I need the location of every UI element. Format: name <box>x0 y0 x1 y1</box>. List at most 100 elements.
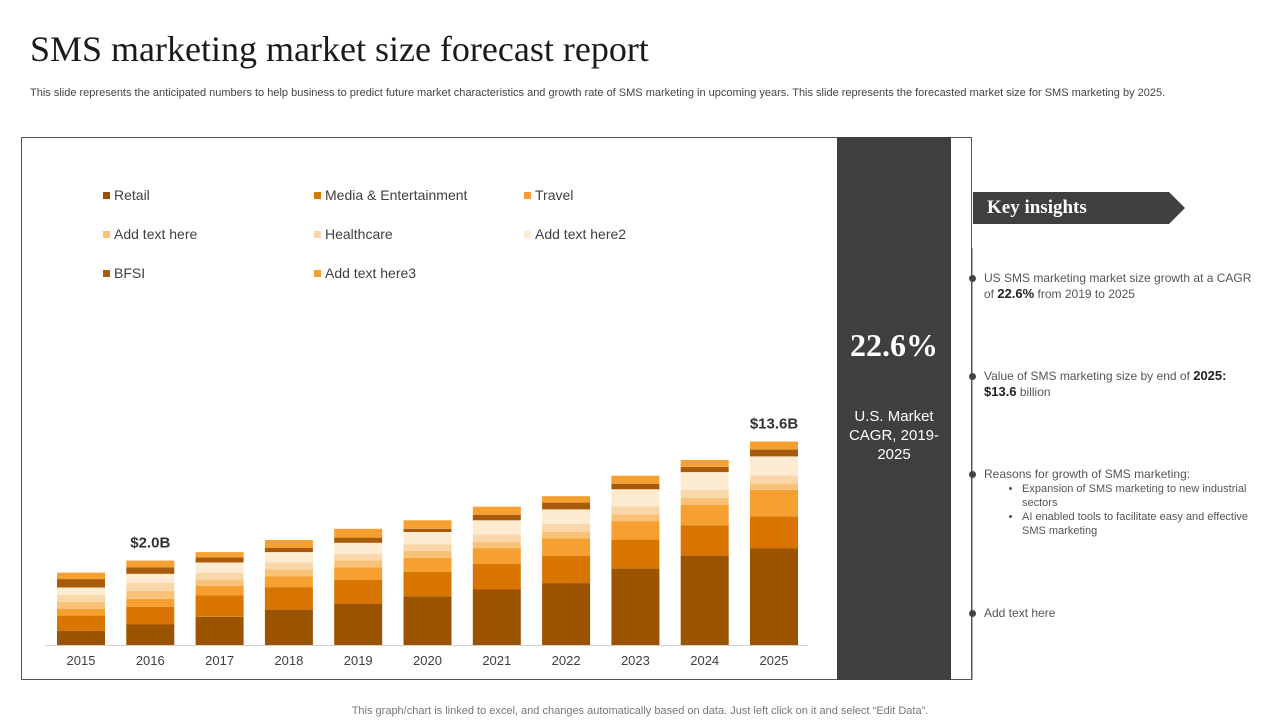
bar-segment-retail[interactable] <box>195 616 244 645</box>
bar-segment-healthcare[interactable] <box>472 534 521 542</box>
bar-segment-travel[interactable] <box>57 608 105 616</box>
bar-segment-bfsi[interactable] <box>334 537 383 543</box>
bar-segment-add-text-here2[interactable] <box>472 520 521 535</box>
bar-segment-bfsi[interactable] <box>680 466 729 473</box>
bar-segment-add-text-here[interactable] <box>126 590 175 599</box>
bar-segment-healthcare[interactable] <box>195 572 244 580</box>
bar-segment-add-text-here3[interactable] <box>126 560 175 568</box>
bar-segment-healthcare[interactable] <box>611 506 660 515</box>
bar-segment-add-text-here[interactable] <box>264 569 313 577</box>
bar-segment-add-text-here3[interactable] <box>195 552 244 558</box>
bar-segment-add-text-here[interactable] <box>750 483 798 490</box>
bar-segment-travel[interactable] <box>750 489 798 517</box>
legend-item[interactable]: Travel <box>524 187 573 203</box>
bar-segment-retail[interactable] <box>264 609 313 645</box>
bar-segment-add-text-here3[interactable] <box>542 496 591 503</box>
bar-segment-add-text-here[interactable] <box>680 497 729 505</box>
bar-segment-retail[interactable] <box>611 568 660 645</box>
bar-segment-add-text-here3[interactable] <box>611 475 660 484</box>
bar-segment-add-text-here3[interactable] <box>680 460 729 467</box>
bar-segment-add-text-here[interactable] <box>611 514 660 522</box>
bar-segment-add-text-here[interactable] <box>195 579 244 586</box>
key-insights-title: Key insights <box>987 197 1087 218</box>
bar-segment-add-text-here2[interactable] <box>750 456 798 476</box>
bar-segment-retail[interactable] <box>542 583 591 645</box>
legend-item[interactable]: BFSI <box>103 265 145 281</box>
bar-segment-add-text-here2[interactable] <box>680 472 729 490</box>
bar-segment-travel[interactable] <box>126 598 175 607</box>
bar-segment-add-text-here2[interactable] <box>542 509 591 525</box>
bar-segment-retail[interactable] <box>472 589 521 646</box>
bar-segment-add-text-here[interactable] <box>542 532 591 539</box>
bar-segment-bfsi[interactable] <box>126 567 175 574</box>
bar-segment-retail[interactable] <box>750 548 798 646</box>
bar-segment-travel[interactable] <box>542 538 591 556</box>
bar-segment-healthcare[interactable] <box>403 544 452 551</box>
bar-segment-add-text-here[interactable] <box>403 550 452 558</box>
bar-segment-add-text-here3[interactable] <box>264 540 313 548</box>
bar-segment-bfsi[interactable] <box>57 579 105 588</box>
bar-segment-healthcare[interactable] <box>126 582 175 591</box>
bar-segment-bfsi[interactable] <box>750 449 798 457</box>
chart-frame[interactable]: Retail Media & Entertainment Travel Add tex… <box>21 137 972 680</box>
legend-item[interactable]: Healthcare <box>314 226 393 242</box>
bar-segment-media-entertainment[interactable] <box>542 555 591 583</box>
bar-segment-add-text-here2[interactable] <box>57 587 105 595</box>
bar-segment-add-text-here3[interactable] <box>57 572 105 579</box>
bar-segment-media-entertainment[interactable] <box>264 587 313 610</box>
bar-segment-add-text-here2[interactable] <box>403 532 452 545</box>
bar-segment-add-text-here3[interactable] <box>403 520 452 529</box>
bar-segment-travel[interactable] <box>403 557 452 572</box>
bar-segment-healthcare[interactable] <box>57 594 105 602</box>
bar-segment-bfsi[interactable] <box>542 502 591 510</box>
bar-segment-media-entertainment[interactable] <box>750 516 798 549</box>
bar-segment-travel[interactable] <box>680 504 729 526</box>
bar-segment-bfsi[interactable] <box>264 547 313 553</box>
bar-segment-healthcare[interactable] <box>542 524 591 532</box>
bar-segment-add-text-here3[interactable] <box>750 441 798 450</box>
bar-segment-add-text-here2[interactable] <box>264 552 313 563</box>
bar-segment-retail[interactable] <box>680 555 729 645</box>
bar-segment-add-text-here3[interactable] <box>334 528 383 538</box>
bar-segment-media-entertainment[interactable] <box>57 615 105 631</box>
legend-item[interactable]: Add text here <box>103 226 197 242</box>
bar-segment-healthcare[interactable] <box>750 475 798 484</box>
bar-segment-add-text-here2[interactable] <box>126 573 175 583</box>
bar-segment-add-text-here[interactable] <box>472 541 521 549</box>
bar-segment-media-entertainment[interactable] <box>126 606 175 625</box>
bar-segment-media-entertainment[interactable] <box>195 595 244 617</box>
bar-segment-add-text-here[interactable] <box>57 602 105 609</box>
bar-segment-healthcare[interactable] <box>334 553 383 561</box>
bar-segment-retail[interactable] <box>126 624 175 646</box>
bar-segment-healthcare[interactable] <box>680 489 729 498</box>
bar-segment-bfsi[interactable] <box>611 483 660 490</box>
legend-item[interactable]: Retail <box>103 187 150 203</box>
bar-segment-bfsi[interactable] <box>195 557 244 563</box>
bar-segment-bfsi[interactable] <box>403 528 452 532</box>
bar-segment-travel[interactable] <box>611 521 660 540</box>
bar-segment-media-entertainment[interactable] <box>611 539 660 569</box>
bar-segment-media-entertainment[interactable] <box>403 571 452 597</box>
bar-segment-retail[interactable] <box>403 596 452 645</box>
bar-segment-media-entertainment[interactable] <box>680 525 729 556</box>
bar-segment-media-entertainment[interactable] <box>472 563 521 590</box>
legend-item[interactable]: Add text here2 <box>524 226 626 242</box>
bar-segment-add-text-here[interactable] <box>334 560 383 568</box>
bar-segment-retail[interactable] <box>57 630 105 645</box>
bar-segment-add-text-here2[interactable] <box>334 542 383 554</box>
bar-segment-healthcare[interactable] <box>264 562 313 570</box>
bar-segment-retail[interactable] <box>334 603 383 645</box>
bar-segment-bfsi[interactable] <box>472 514 521 521</box>
bar-segment-add-text-here2[interactable] <box>195 562 244 573</box>
legend-item[interactable]: Add text here3 <box>314 265 416 281</box>
bar-segment-travel[interactable] <box>334 567 383 580</box>
bar-segment-travel[interactable] <box>264 576 313 588</box>
bar-segment-media-entertainment[interactable] <box>334 579 383 604</box>
bar-segment-travel[interactable] <box>195 585 244 596</box>
bar-segment-add-text-here3[interactable] <box>472 506 521 515</box>
bar-segment-travel[interactable] <box>472 548 521 564</box>
legend-label: Travel <box>535 187 574 203</box>
bar-segment-add-text-here2[interactable] <box>611 489 660 507</box>
legend-item[interactable]: Media & Entertainment <box>314 187 467 203</box>
